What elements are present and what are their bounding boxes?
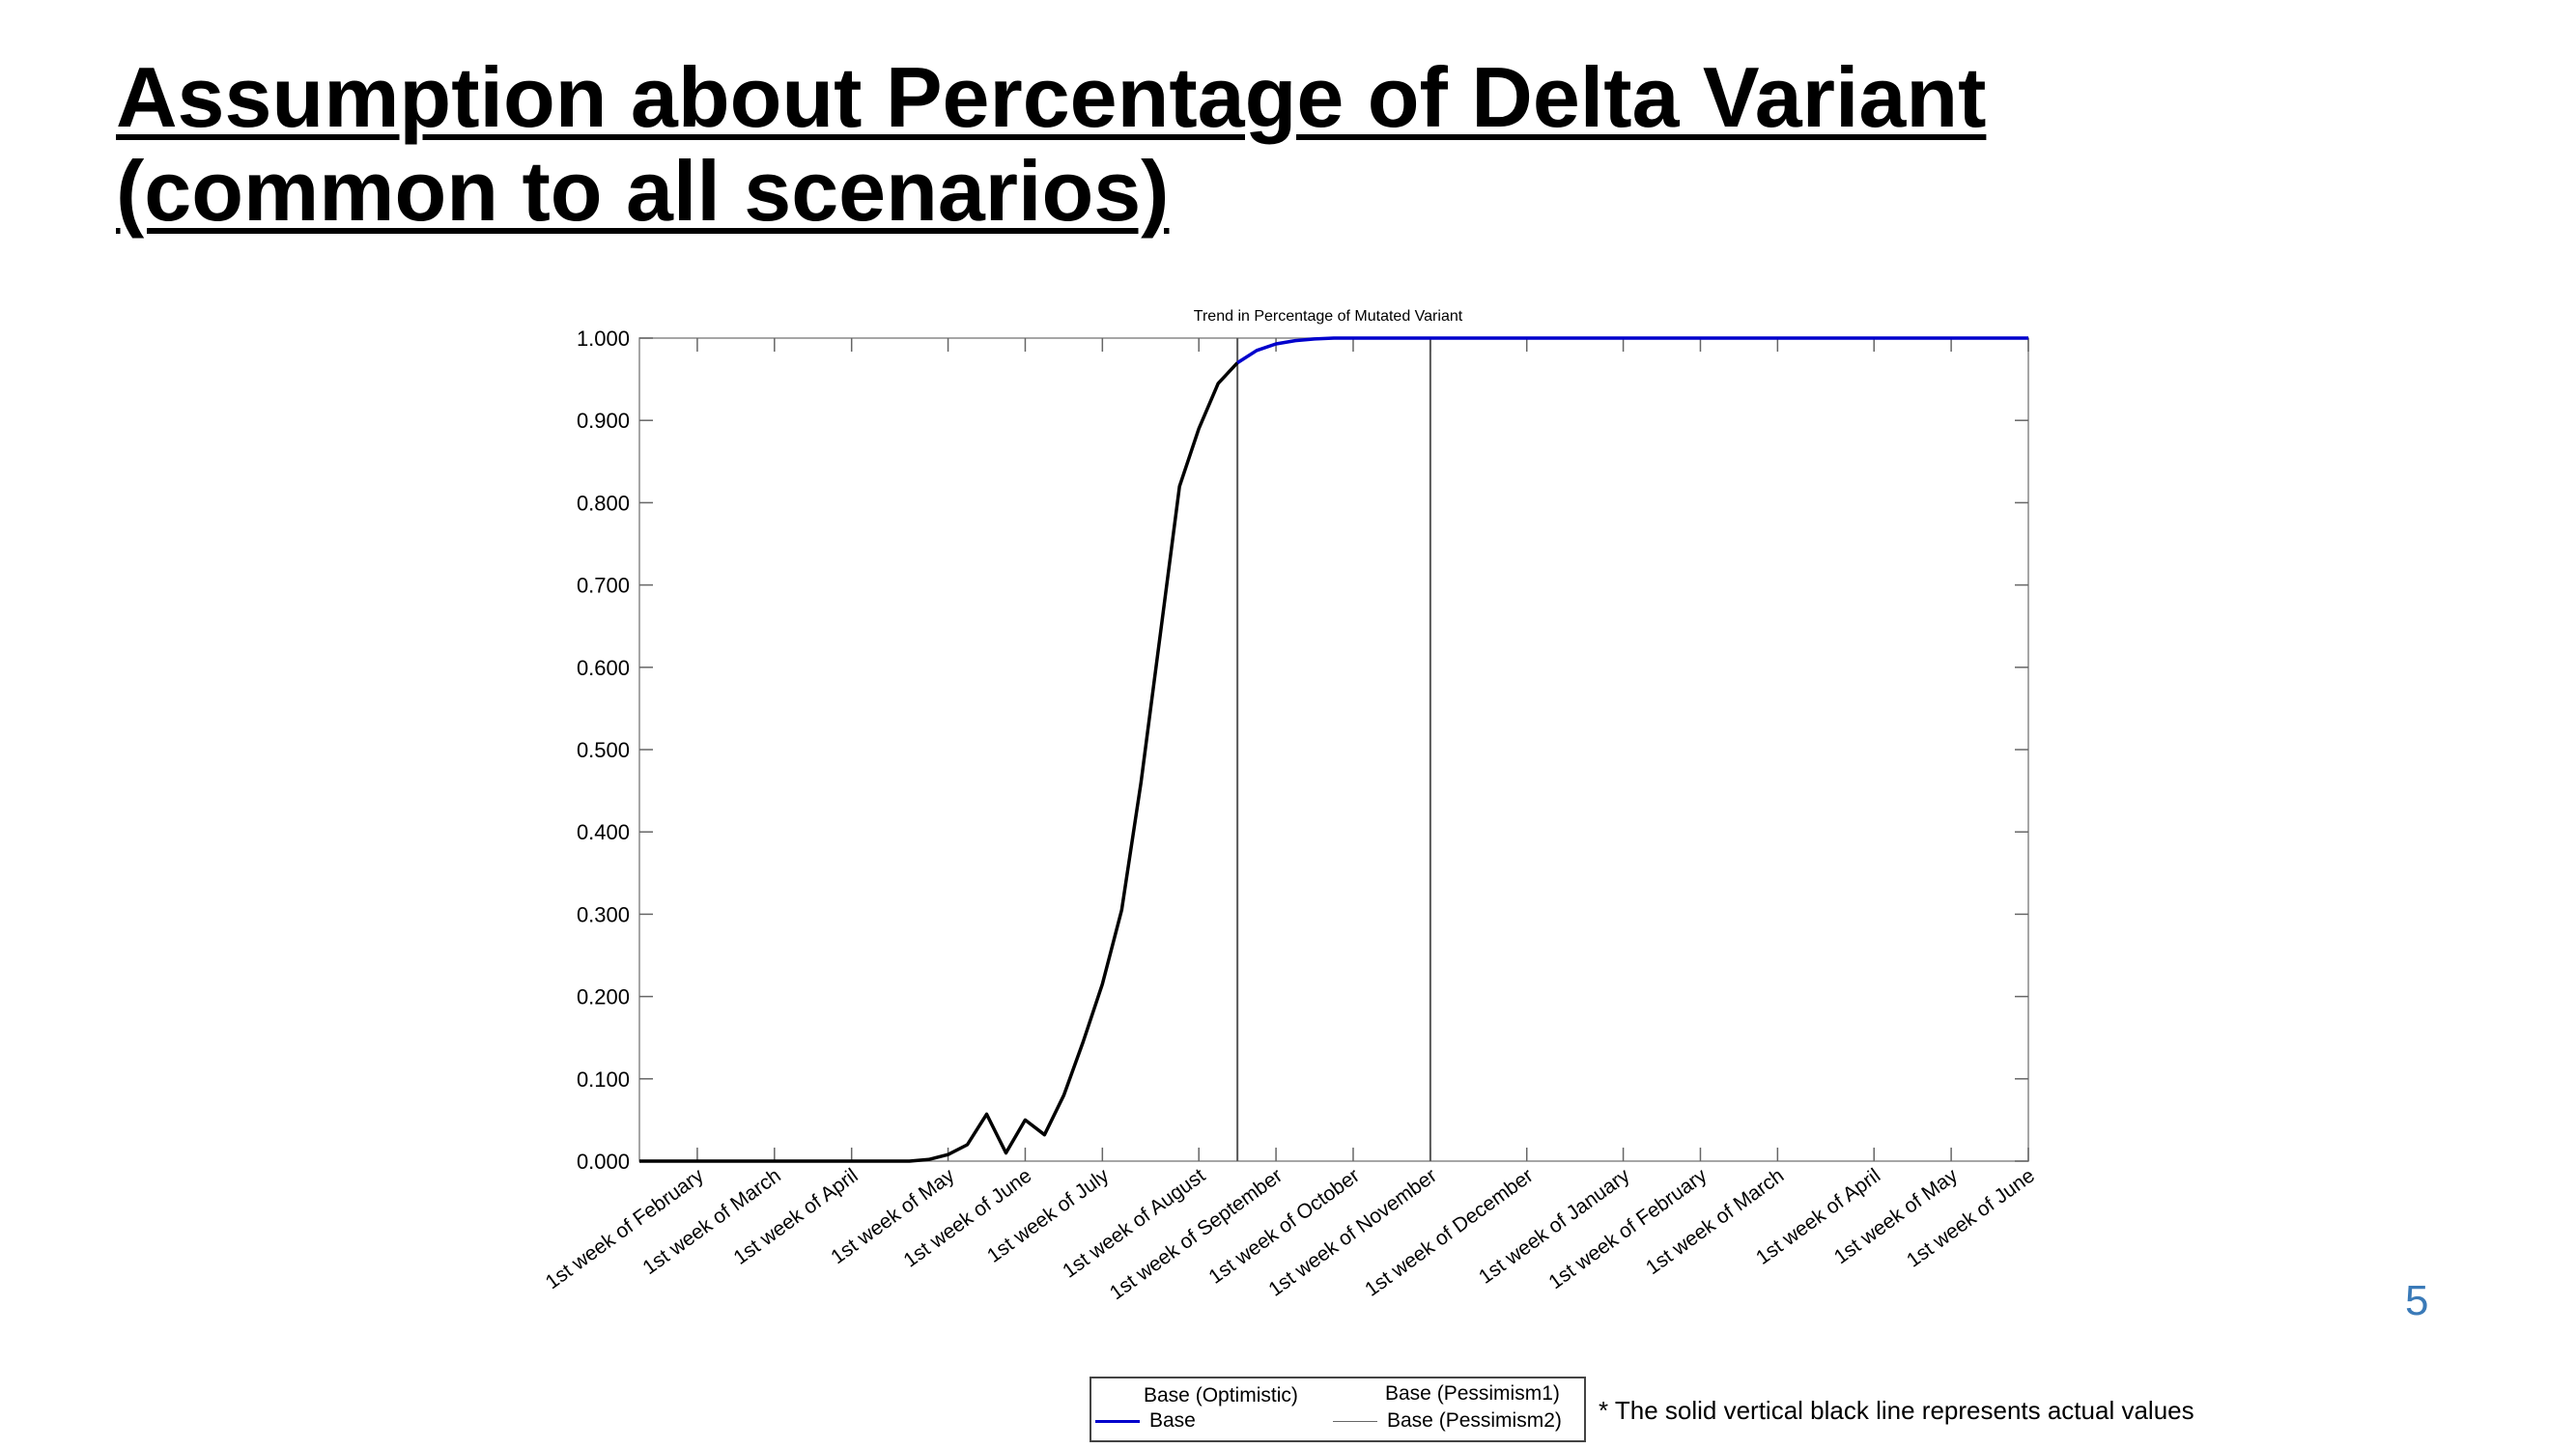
legend-label-optimistic: Base (Optimistic) bbox=[1144, 1384, 1298, 1406]
x-tick-label: 1st week of June bbox=[899, 1164, 1035, 1271]
y-tick-label: 0.500 bbox=[577, 738, 630, 762]
chart-title: Trend in Percentage of Mutated Variant bbox=[1194, 308, 1463, 325]
x-tick-label: 1st week of March bbox=[638, 1164, 784, 1279]
series-layer bbox=[639, 336, 2028, 1163]
y-tick-label: 0.600 bbox=[577, 656, 630, 680]
y-tick-label: 0.100 bbox=[577, 1067, 630, 1092]
y-tick-label: 0.700 bbox=[577, 574, 630, 598]
x-tick-label: 1st week of June bbox=[1903, 1164, 2039, 1271]
y-tick-label: 0.300 bbox=[577, 902, 630, 926]
legend-label-pessimism2: Base (Pessimism2) bbox=[1387, 1409, 1562, 1432]
slide-title-line-2: (common to all scenarios) bbox=[116, 143, 1170, 239]
y-tick-label: 0.200 bbox=[577, 985, 630, 1009]
legend-label-pessimism1: Base (Pessimism1) bbox=[1385, 1382, 1560, 1405]
legend-item-pessimism1: Base (Pessimism1) bbox=[1385, 1382, 1560, 1406]
chart-legend: Base (Optimistic) Base Base (Pessimism1)… bbox=[1090, 1377, 1586, 1442]
footnote: * The solid vertical black line represen… bbox=[1599, 1396, 2194, 1425]
page-number: 5 bbox=[2405, 1277, 2429, 1324]
slide-title: Assumption about Percentage of Delta Var… bbox=[116, 50, 2337, 238]
series-line-base bbox=[1236, 336, 2028, 365]
y-tick-label: 0.900 bbox=[577, 409, 630, 433]
legend-item-pessimism2: Base (Pessimism2) bbox=[1333, 1409, 1562, 1433]
series-line-actual bbox=[639, 361, 1239, 1163]
legend-label-base: Base bbox=[1149, 1409, 1196, 1432]
slide-title-line-1: Assumption about Percentage of Delta Var… bbox=[116, 49, 1987, 145]
y-axis: 0.000 0.100 0.200 0.300 0.400 0.500 0.600 0.700… bbox=[577, 327, 2028, 1174]
legend-swatch-pessimism2 bbox=[1333, 1420, 1377, 1422]
legend-item-base: Base bbox=[1095, 1409, 1196, 1433]
y-tick-label: 0.400 bbox=[577, 820, 630, 844]
y-tick-label: 0.800 bbox=[577, 491, 630, 515]
legend-swatch-base bbox=[1095, 1419, 1140, 1423]
actual-value-lines bbox=[1236, 338, 1431, 1161]
y-tick-label: 0.000 bbox=[577, 1150, 630, 1174]
y-tick-label: 1.000 bbox=[577, 327, 630, 351]
plot-frame bbox=[638, 337, 2029, 1162]
legend-item-optimistic: Base (Optimistic) bbox=[1144, 1384, 1298, 1407]
x-tick-label: 1st week of December bbox=[1361, 1164, 1538, 1300]
